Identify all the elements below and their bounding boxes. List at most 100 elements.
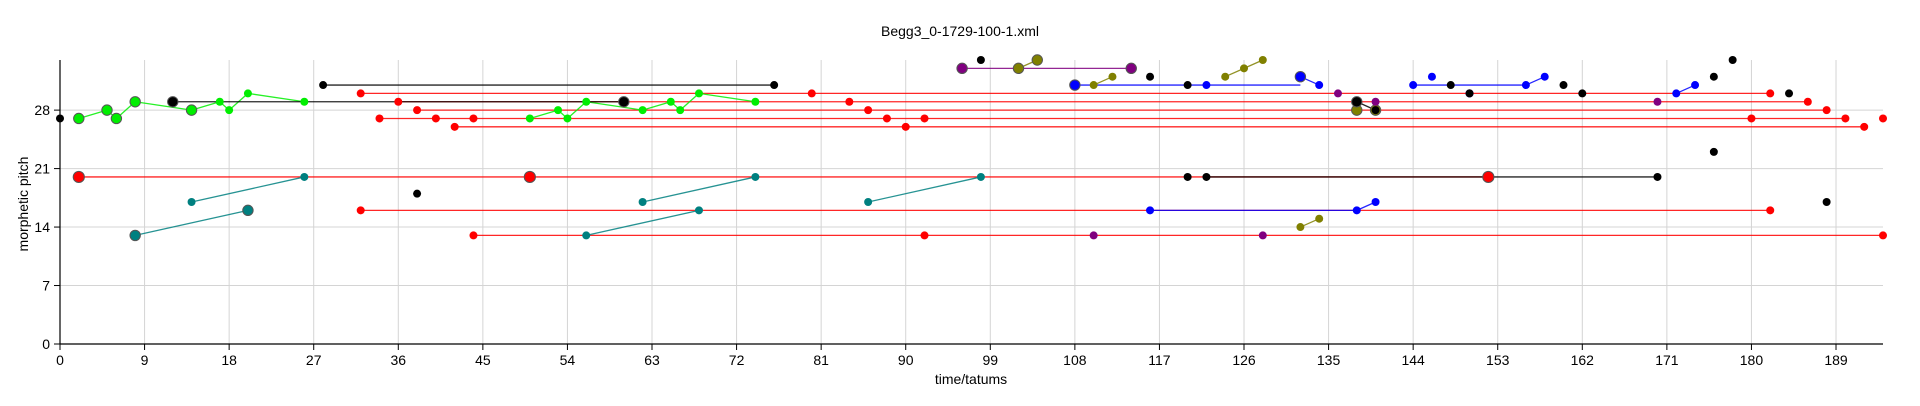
data-point — [976, 56, 985, 64]
data-point — [582, 231, 591, 240]
grid-layer — [59, 60, 1883, 345]
data-point — [1409, 81, 1418, 90]
data-point — [751, 172, 760, 181]
data-point — [523, 170, 536, 184]
series-line — [135, 101, 192, 111]
data-point — [375, 114, 384, 123]
x-tick-label: 144 — [1401, 352, 1425, 368]
x-tick-label: 153 — [1486, 352, 1510, 368]
series-line — [586, 101, 643, 111]
data-point — [1296, 223, 1305, 232]
data-point — [1258, 56, 1267, 64]
x-tick-label: 108 — [1063, 352, 1087, 368]
data-point — [845, 97, 854, 106]
data-point — [129, 229, 141, 242]
point-layer — [56, 54, 1887, 242]
data-point — [1069, 79, 1081, 91]
x-tick-label: 45 — [475, 352, 491, 368]
data-point — [1146, 206, 1155, 215]
data-point — [920, 231, 929, 240]
data-point — [1351, 96, 1363, 108]
x-tick-label: 162 — [1571, 352, 1595, 368]
data-point — [413, 106, 422, 115]
data-point — [1841, 114, 1850, 123]
y-tick-label: 21 — [34, 161, 50, 177]
series-line — [586, 209, 700, 237]
data-point — [1822, 198, 1831, 206]
x-tick-label: 171 — [1655, 352, 1679, 368]
data-point — [110, 112, 123, 125]
data-point — [356, 89, 365, 98]
data-point — [319, 81, 328, 90]
data-point — [1766, 206, 1775, 215]
data-point — [431, 114, 440, 123]
x-tick-label: 18 — [221, 352, 237, 368]
data-point — [1294, 71, 1307, 83]
series-line — [642, 176, 756, 203]
series-line — [867, 176, 982, 203]
data-point — [1822, 106, 1831, 115]
data-point — [1315, 214, 1324, 223]
data-point — [1446, 81, 1455, 90]
x-tick-label: 72 — [729, 352, 745, 368]
data-point — [72, 170, 85, 184]
data-point — [976, 172, 985, 181]
x-tick-label: 9 — [141, 352, 149, 368]
data-point — [956, 62, 968, 75]
data-point — [1709, 147, 1718, 156]
data-point — [751, 97, 760, 106]
data-point — [1879, 231, 1887, 240]
data-point — [864, 198, 873, 206]
series-line — [679, 92, 700, 111]
series-line — [191, 176, 305, 203]
x-tick-label: 54 — [560, 352, 576, 368]
data-point — [1125, 62, 1137, 75]
data-point — [1315, 81, 1324, 90]
data-point — [1747, 114, 1756, 123]
data-point — [469, 114, 478, 123]
data-point — [73, 112, 85, 125]
series-line — [247, 92, 305, 103]
data-point — [638, 106, 647, 115]
data-point — [215, 97, 224, 106]
series-line — [135, 209, 249, 237]
data-point — [1240, 64, 1249, 73]
data-point — [666, 97, 675, 106]
data-point — [1012, 62, 1025, 75]
data-point — [638, 198, 647, 206]
y-tick-label: 28 — [34, 102, 50, 118]
x-tick-label: 27 — [306, 352, 322, 368]
y-tick-label: 14 — [34, 219, 50, 235]
data-point — [1465, 89, 1474, 98]
data-point — [1709, 72, 1718, 81]
data-point — [1089, 231, 1098, 240]
data-point — [1183, 172, 1192, 181]
data-point — [242, 204, 254, 217]
data-point — [1371, 97, 1380, 106]
x-tick-label: 180 — [1740, 352, 1764, 368]
data-point — [901, 122, 910, 131]
data-point — [185, 104, 198, 116]
data-point — [1803, 97, 1812, 106]
y-axis-label: morphetic pitch — [15, 157, 31, 252]
data-point — [300, 97, 309, 106]
data-point — [1258, 231, 1267, 240]
data-point — [676, 106, 685, 115]
data-point — [694, 89, 703, 98]
x-tick-label: 135 — [1317, 352, 1341, 368]
x-tick-label: 36 — [390, 352, 406, 368]
data-point — [225, 106, 234, 115]
data-point — [413, 189, 422, 198]
data-point — [1202, 81, 1211, 90]
data-point — [167, 96, 179, 108]
data-point — [1031, 54, 1043, 66]
y-tick-label: 7 — [42, 278, 50, 294]
data-point — [1427, 72, 1436, 81]
data-point — [694, 206, 703, 215]
data-point — [1766, 89, 1775, 98]
data-point — [1578, 89, 1587, 98]
data-point — [356, 206, 365, 215]
data-point — [563, 114, 572, 123]
